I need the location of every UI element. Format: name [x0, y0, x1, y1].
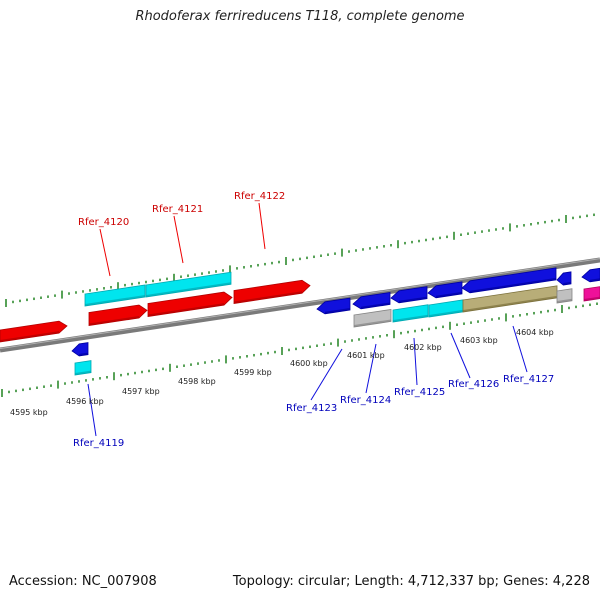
map-title: Rhodoferax ferrireducens T118, complete …	[135, 9, 465, 24]
lower-scale-ticks	[1, 302, 598, 397]
gene-label-rfer-4124[interactable]: Rfer_4124	[340, 395, 391, 406]
gene-label-rfer-4125[interactable]: Rfer_4125	[394, 387, 445, 398]
gene-rfer-4125-blue-feature-shade	[399, 296, 427, 303]
leader-rfer-4119	[87, 383, 97, 437]
scale-label: 4597 kbp	[122, 387, 160, 396]
gene-rfer-4119-red-feature	[0, 320, 68, 343]
gene-rfer-4119-red-feature-shade	[0, 331, 59, 342]
gene-small-blue-feature	[556, 271, 572, 286]
gene-rfer-4127-blue-feature-shade	[470, 277, 556, 293]
gene-label-rfer-4122[interactable]: Rfer_4122	[234, 191, 285, 202]
gene-small-gray-feature-shade	[557, 298, 572, 303]
gene-rfer-4121-red-feature-shade	[148, 303, 224, 317]
genome-summary-text: Topology: circular; Length: 4,712,337 bp…	[232, 574, 590, 589]
gene-rfer-4127-khaki-feature-shade	[463, 295, 557, 312]
scale-label: 4596 kbp	[66, 397, 104, 406]
gene-label-rfer-4126[interactable]: Rfer_4126	[448, 379, 499, 390]
gene-rfer-4120-cyan-feature-shade	[85, 295, 145, 306]
scale-labels: 4595 kbp 4596 kbp 4597 kbp 4598 kbp 4599…	[10, 328, 554, 417]
upper-scale-ticks	[5, 213, 595, 307]
leader-rfer-4122	[258, 202, 266, 250]
label-leader-lines	[87, 202, 528, 437]
gene-rfer-4121-cyan-feature-shade	[146, 282, 231, 297]
gene-rfer-4120-red-feature	[88, 304, 148, 326]
gene-rfer-4119-cyan-feature-shade	[75, 370, 91, 375]
scale-label: 4604 kbp	[516, 328, 554, 337]
scale-label: 4595 kbp	[10, 408, 48, 417]
gene-rfer-4124-blue-feature-shade	[361, 302, 390, 309]
genome-backbone	[0, 257, 600, 353]
gene-rfer-4126-blue-feature-shade	[436, 291, 462, 298]
scale-label: 4601 kbp	[347, 351, 385, 360]
gene-small-blue-feature-shade	[563, 281, 571, 286]
gene-rfer-4124-gray-feature-shade	[354, 319, 391, 327]
gene-rfer-4125-cyan-feature-shade	[393, 314, 428, 322]
gene-rfer-4123-blue-feature-shade	[325, 308, 350, 314]
gene-edge-magenta-feature-shade	[584, 296, 600, 301]
scale-label: 4599 kbp	[234, 368, 272, 377]
gene-label-rfer-4119[interactable]: Rfer_4119	[73, 438, 124, 449]
gene-rfer-4119-blue-feature	[71, 342, 89, 357]
gene-label-rfer-4127[interactable]: Rfer_4127	[503, 374, 554, 385]
scale-label: 4603 kbp	[460, 336, 498, 345]
scale-label: 4598 kbp	[178, 377, 216, 386]
leader-rfer-4124	[365, 343, 377, 394]
scale-label: 4602 kbp	[404, 343, 442, 352]
leader-rfer-4126	[450, 332, 471, 379]
leader-rfer-4120	[99, 228, 111, 277]
gene-rfer-4126-cyan-feature-shade	[429, 309, 463, 317]
leader-rfer-4127	[512, 325, 528, 373]
gene-rfer-4119-blue-feature-shade	[79, 352, 88, 356]
accession-text: Accession: NC_007908	[9, 574, 157, 589]
gene-labels: Rfer_4120 Rfer_4121 Rfer_4122 Rfer_4119 …	[73, 191, 554, 449]
gene-rfer-4122-red-feature	[233, 279, 311, 304]
leader-rfer-4123	[310, 348, 343, 401]
gene-rfer-4127-blue-feature	[461, 267, 557, 294]
leader-rfer-4121	[173, 215, 184, 264]
gene-edge-blue-feature	[581, 267, 600, 283]
leader-rfer-4125	[413, 337, 418, 386]
gene-rfer-4121-red-feature	[147, 291, 233, 317]
genome-backbone-highlight	[0, 258, 600, 350]
gene-rfer-4120-red-feature-shade	[89, 316, 139, 326]
gene-label-rfer-4123[interactable]: Rfer_4123	[286, 403, 337, 414]
gene-features	[0, 267, 600, 376]
scale-label: 4600 kbp	[290, 359, 328, 368]
gene-rfer-4122-red-feature-shade	[234, 291, 302, 304]
gene-label-rfer-4121[interactable]: Rfer_4121	[152, 204, 203, 215]
gene-edge-blue-feature-shade	[590, 278, 600, 282]
gene-label-rfer-4120[interactable]: Rfer_4120	[78, 217, 129, 228]
